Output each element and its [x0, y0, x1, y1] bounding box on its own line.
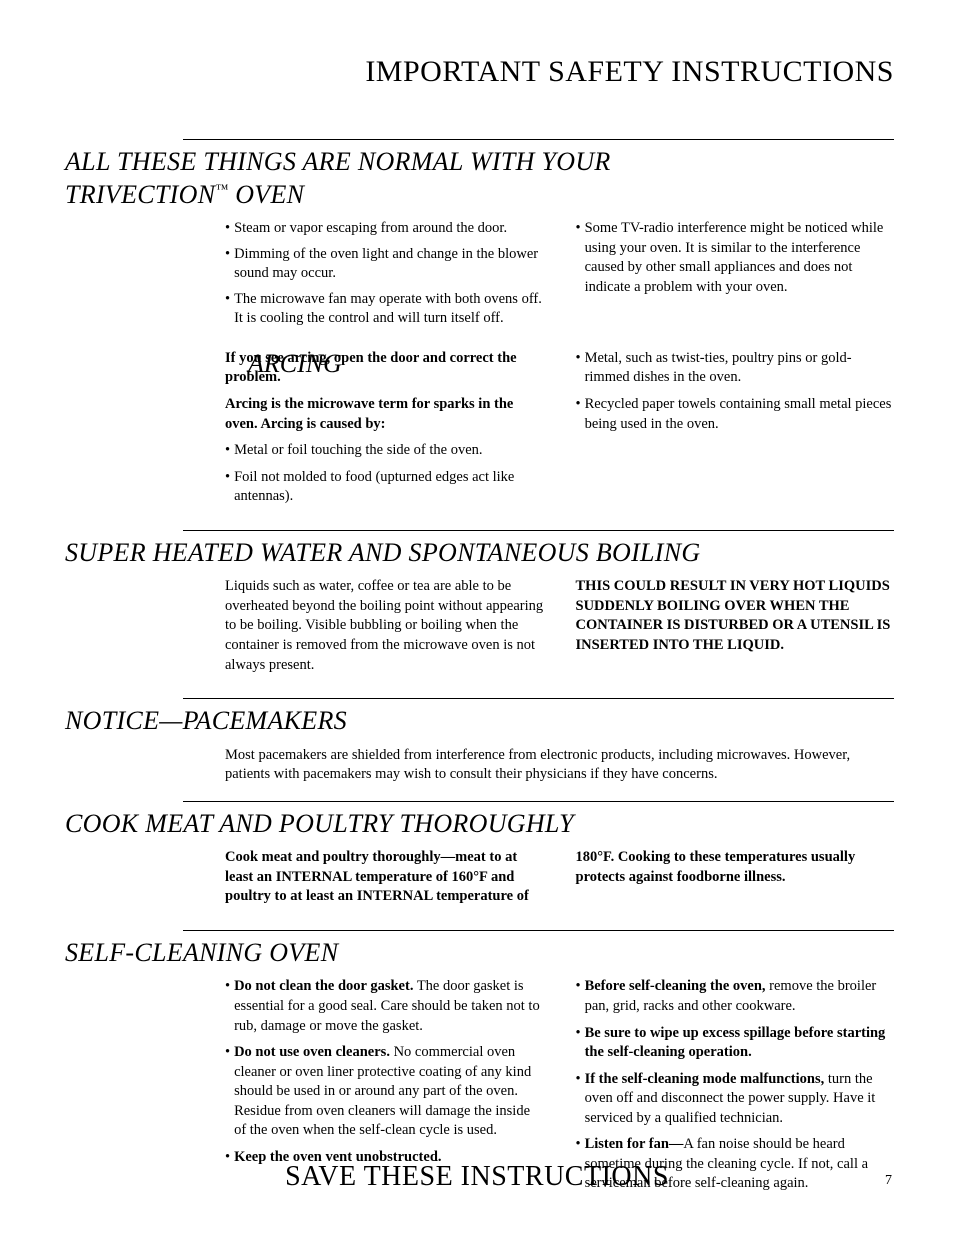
- bullet-item: •Foil not molded to food (upturned edges…: [225, 468, 544, 507]
- bullet-item: •If the self-cleaning mode malfunctions,…: [576, 1070, 895, 1129]
- section-title-superheat: SUPER HEATED WATER AND SPONTANEOUS BOILI…: [65, 537, 894, 570]
- trademark-symbol: ™: [215, 181, 228, 196]
- section-title-normal: ALL THESE THINGS ARE NORMAL WITH YOUR TR…: [65, 146, 894, 211]
- pacemakers-body: Most pacemakers are shielded from interf…: [225, 746, 894, 785]
- bullet-item: •Recycled paper towels containing small …: [576, 395, 895, 434]
- bullet-item: •Dimming of the oven light and change in…: [225, 245, 544, 284]
- superheat-left: Liquids such as water, coffee or tea are…: [225, 577, 544, 682]
- bullet-item: •Metal or foil touching the side of the …: [225, 441, 544, 461]
- section-cook: COOK MEAT AND POULTRY THOROUGHLY Cook me…: [183, 801, 894, 914]
- normal-right-col: •Some TV-radio interference might be not…: [576, 219, 895, 335]
- title-line-2a: TRIVECTION: [65, 180, 215, 209]
- section-title-pacemakers: NOTICE—PACEMAKERS: [65, 705, 894, 738]
- bullet-item: •Do not use oven cleaners. No commercial…: [225, 1043, 544, 1141]
- arcing-right-col: •Metal, such as twist-ties, poultry pins…: [576, 349, 895, 514]
- bullet-item: •Be sure to wipe up excess spillage befo…: [576, 1024, 895, 1063]
- page-number: 7: [885, 1173, 892, 1189]
- normal-left-col: •Steam or vapor escaping from around the…: [225, 219, 544, 335]
- bullet-item: •Steam or vapor escaping from around the…: [225, 219, 544, 239]
- bullet-item: •Before self-cleaning the oven, remove t…: [576, 977, 895, 1016]
- section-normal: ALL THESE THINGS ARE NORMAL WITH YOUR TR…: [183, 139, 894, 514]
- section-title-selfclean: SELF-CLEANING OVEN: [65, 937, 894, 970]
- superheat-right: THIS COULD RESULT IN VERY HOT LIQUIDS SU…: [576, 577, 895, 682]
- bullet-item: •The microwave fan may operate with both…: [225, 290, 544, 329]
- bullet-item: •Do not clean the door gasket. The door …: [225, 977, 544, 1036]
- side-heading-arcing: ARCING: [248, 349, 342, 379]
- section-title-cook: COOK MEAT AND POULTRY THOROUGHLY: [65, 808, 894, 841]
- cook-left: Cook meat and poultry thoroughly—meat to…: [225, 848, 544, 914]
- footer-text: SAVE THESE INSTRUCTIONS: [0, 1161, 954, 1193]
- title-line-2b: OVEN: [228, 180, 304, 209]
- section-superheat: SUPER HEATED WATER AND SPONTANEOUS BOILI…: [183, 530, 894, 682]
- title-line-1: ALL THESE THINGS ARE NORMAL WITH YOUR: [65, 147, 611, 176]
- arcing-cause-intro: Arcing is the microwave term for sparks …: [225, 395, 544, 434]
- bullet-item: •Metal, such as twist-ties, poultry pins…: [576, 349, 895, 388]
- page-title: IMPORTANT SAFETY INSTRUCTIONS: [65, 55, 894, 89]
- bullet-item: •Some TV-radio interference might be not…: [576, 219, 895, 297]
- cook-right: 180°F. Cooking to these temperatures usu…: [576, 848, 895, 914]
- section-pacemakers: NOTICE—PACEMAKERS Most pacemakers are sh…: [183, 698, 894, 785]
- arcing-block: ARCING If you see arcing, open the door …: [183, 349, 894, 514]
